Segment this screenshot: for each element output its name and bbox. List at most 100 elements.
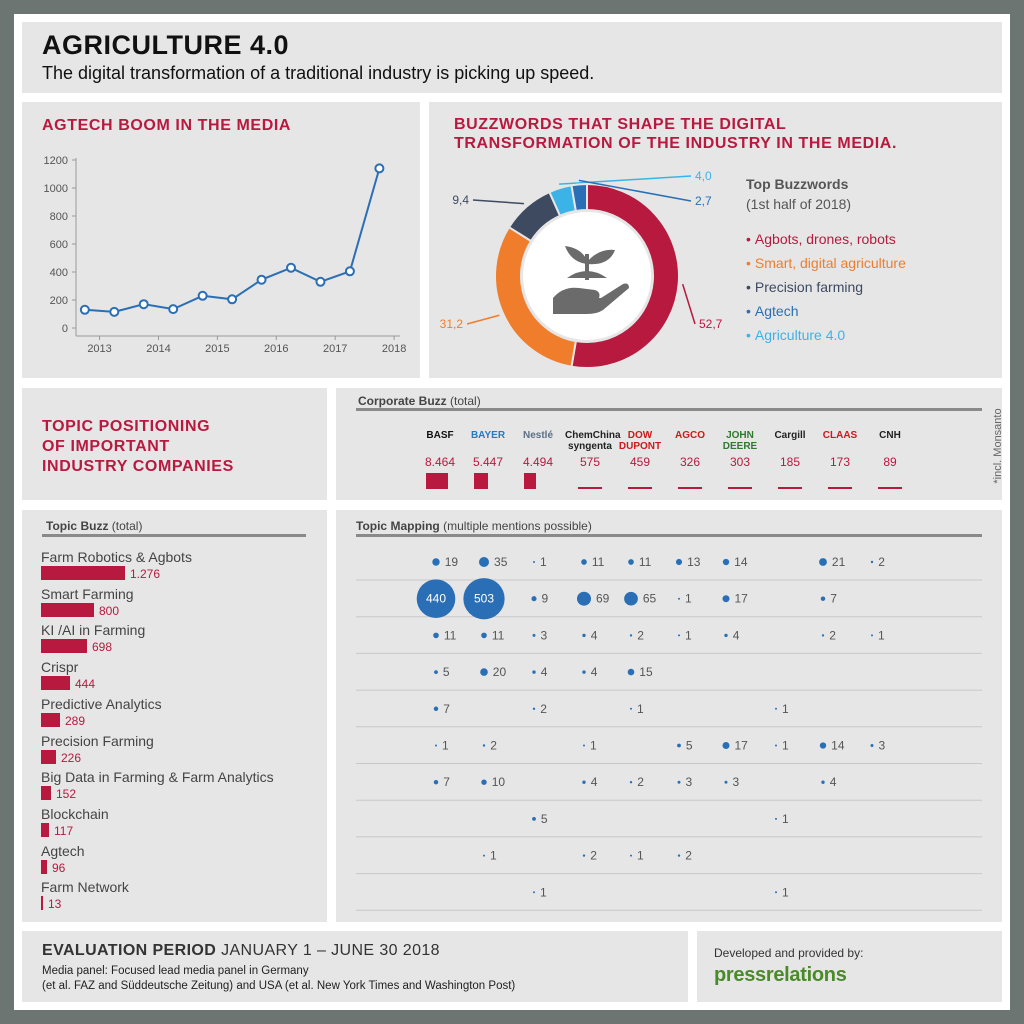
y-tick-label: 0 [62, 323, 68, 335]
mapping-value: 15 [639, 665, 653, 679]
legend-dot: • [746, 303, 751, 319]
topic-name: Farm Network [41, 879, 129, 896]
mapping-value: 5 [541, 812, 548, 826]
mapping-bubble [433, 706, 439, 712]
mapping-value: 19 [445, 555, 459, 569]
mapping-bubble [432, 558, 440, 566]
mapping-bubble [582, 854, 586, 857]
mapping-bubble [532, 707, 536, 711]
mapping-bubble [533, 891, 535, 894]
slice-leader-line [472, 199, 525, 205]
mapping-head-label: Topic Mapping [356, 519, 440, 533]
company-total-bar [578, 487, 602, 489]
y-tick-label: 600 [50, 239, 68, 251]
mapping-value: 69 [596, 592, 610, 606]
plant-leaf-right [587, 249, 615, 265]
mapping-value: 14 [734, 555, 748, 569]
mapping-bubble [722, 741, 730, 750]
mapping-bubble [581, 559, 587, 565]
topic-name: Farm Robotics & Agbots [41, 549, 192, 565]
corporate-head-suffix: (total) [450, 394, 481, 408]
mapping-value: 1 [442, 739, 449, 753]
mapping-bubble [775, 817, 777, 820]
topic-bar [41, 566, 125, 580]
mapping-value: 4 [541, 665, 548, 679]
mapping-value: 2 [685, 849, 692, 863]
mapping-value: 1 [637, 702, 644, 716]
company-total-bar [524, 473, 536, 489]
mapping-value: 9 [542, 592, 549, 606]
company-total-bar [474, 473, 488, 489]
y-tick-label: 1000 [44, 183, 68, 195]
mapping-bubble [624, 591, 638, 606]
mapping-value: 1 [540, 555, 547, 569]
data-point [344, 266, 355, 277]
topic-name: Crispr [41, 659, 79, 676]
legend-item: • Agbots, drones, robots [746, 231, 896, 247]
mapping-value: 35 [494, 555, 508, 569]
company-logo: AGCO [675, 430, 705, 441]
mapping-bubble [627, 668, 635, 676]
mapping-value: 2 [829, 628, 836, 642]
period-label: EVALUATION PERIOD [42, 942, 217, 959]
mapping-value: 7 [443, 702, 450, 716]
header-panel [22, 22, 1002, 93]
y-tick-label: 1200 [44, 155, 68, 167]
mapping-value: 1 [685, 628, 692, 642]
media-title: AGTECH BOOM IN THE MEDIA [42, 117, 292, 134]
topic-name: KI /AI in Farming [41, 622, 146, 639]
company-logo: BASF [426, 430, 454, 441]
slice-value-label: 9,4 [452, 193, 469, 207]
topic-bar [41, 712, 60, 727]
mapping-value: 3 [540, 628, 547, 642]
mapping-value: 1 [540, 885, 547, 899]
mapping-value: 7 [443, 775, 450, 789]
evaluation-period: EVALUATION PERIOD JANUARY 1 – JUNE 30 20… [42, 942, 440, 960]
data-point [374, 163, 385, 174]
corporate-head-label: Corporate Buzz [358, 394, 447, 408]
mapping-value: 1 [490, 849, 497, 863]
mapping-bubble [675, 558, 683, 566]
mapping-bubble [775, 891, 777, 894]
data-point [315, 276, 326, 287]
mapping-bubble [582, 670, 586, 674]
topic-buzz-head-suffix: (total) [111, 519, 143, 533]
mapping-bubble [630, 707, 632, 710]
topic-value: 289 [65, 713, 86, 728]
mapping-bubble [870, 560, 874, 564]
company-total-bar [878, 487, 902, 489]
topic-buzz-rule [42, 534, 306, 537]
topic-buzz-head-label: Topic Buzz [46, 519, 109, 533]
mapping-bubble [870, 744, 874, 747]
mapping-value: 11 [492, 628, 505, 642]
mapping-bubble [532, 816, 536, 821]
slice-leader-line [681, 283, 696, 325]
data-point [138, 299, 149, 310]
company-logo: ChemChina syngenta [565, 430, 621, 452]
mapping-bubble [435, 744, 437, 747]
company-total: 185 [779, 455, 801, 469]
mapping-value: 503 [474, 592, 494, 606]
company-total-bar [678, 487, 702, 489]
buzzwords-title-line1: BUZZWORDS THAT SHAPE THE DIGITAL [454, 116, 787, 133]
positioning-panel [22, 388, 327, 500]
slice-value-label: 31,2 [440, 317, 464, 331]
mapping-value: 1 [782, 885, 789, 899]
topic-value: 1.276 [130, 567, 161, 581]
slice-value-label: 52,7 [699, 317, 723, 331]
donut-slice [570, 182, 680, 369]
x-tick-label: 2018 [382, 343, 406, 355]
company-logo: CLAAS [822, 430, 858, 441]
plant-leaf-left [565, 246, 587, 264]
mapping-value: 1 [782, 739, 789, 753]
mapping-value: 17 [735, 592, 749, 606]
company-total-bar [828, 487, 852, 489]
data-point [109, 306, 120, 317]
mapping-bubble [821, 780, 825, 784]
company-total-bar [728, 487, 752, 489]
legend-label: Agtech [754, 303, 799, 319]
x-tick-label: 2014 [146, 343, 170, 355]
mapping-bubble [722, 558, 730, 566]
mapping-bubble [820, 596, 826, 601]
